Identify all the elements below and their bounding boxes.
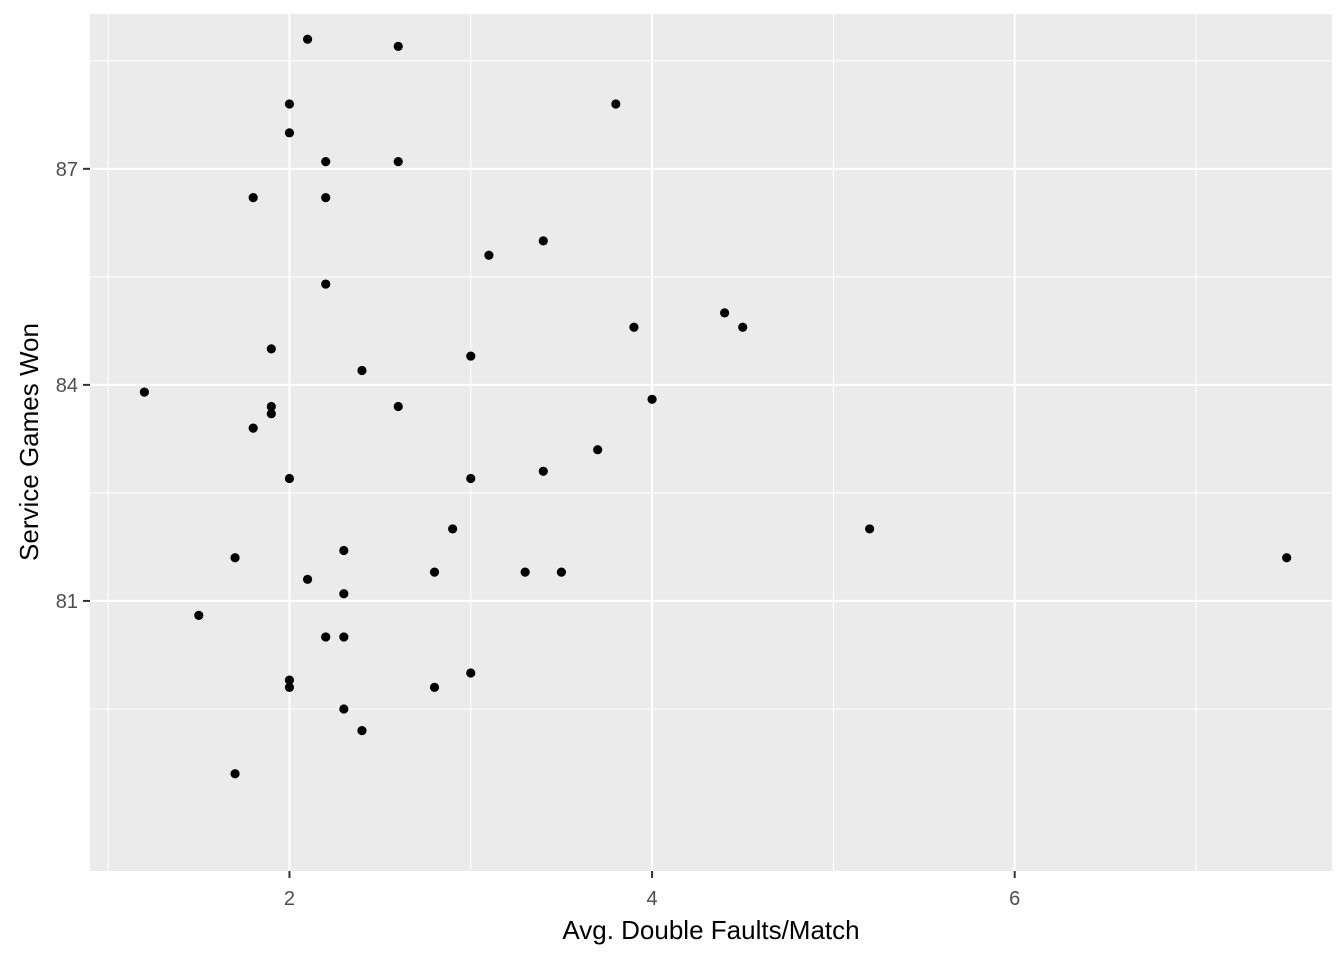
data-point bbox=[339, 632, 349, 642]
data-point bbox=[339, 589, 349, 599]
data-point bbox=[266, 344, 276, 354]
data-point bbox=[357, 725, 367, 736]
data-point bbox=[194, 610, 204, 620]
data-point bbox=[230, 553, 240, 563]
data-point bbox=[230, 769, 240, 779]
data-point bbox=[321, 157, 331, 167]
data-point bbox=[429, 682, 440, 692]
y-tick-label: 84 bbox=[56, 375, 78, 397]
data-point bbox=[139, 387, 149, 397]
data-point bbox=[302, 574, 313, 584]
data-point bbox=[647, 394, 657, 404]
data-point bbox=[393, 157, 403, 167]
data-point bbox=[393, 401, 403, 412]
data-point bbox=[248, 423, 258, 433]
x-tick-label: 2 bbox=[284, 888, 295, 910]
data-point bbox=[284, 473, 295, 484]
data-point bbox=[611, 99, 621, 109]
data-point bbox=[520, 567, 530, 577]
x-tick-label: 4 bbox=[647, 888, 658, 910]
data-point bbox=[339, 545, 349, 556]
data-point bbox=[429, 567, 440, 577]
data-point bbox=[593, 445, 603, 455]
data-point bbox=[339, 704, 349, 714]
data-point bbox=[321, 193, 331, 203]
data-point bbox=[302, 34, 313, 44]
data-point bbox=[738, 322, 748, 332]
data-point bbox=[321, 279, 331, 289]
plot-panel bbox=[90, 14, 1332, 871]
data-point bbox=[484, 250, 494, 260]
data-point bbox=[284, 682, 295, 692]
data-point bbox=[321, 632, 331, 642]
x-axis: 2 4 6 bbox=[284, 871, 1020, 910]
x-axis-title: Avg. Double Faults/Match bbox=[562, 915, 859, 945]
y-tick-label: 81 bbox=[56, 591, 78, 613]
data-points bbox=[139, 34, 1292, 779]
data-point bbox=[448, 524, 458, 534]
x-tick-label: 6 bbox=[1009, 888, 1020, 910]
data-point bbox=[466, 668, 476, 678]
data-point bbox=[556, 567, 567, 577]
grid-lines bbox=[90, 14, 1332, 871]
data-point bbox=[393, 41, 403, 52]
data-point bbox=[629, 322, 639, 332]
data-point bbox=[266, 401, 276, 412]
data-point bbox=[284, 128, 295, 138]
data-point bbox=[357, 365, 367, 376]
data-point bbox=[865, 524, 875, 534]
data-point bbox=[266, 409, 276, 419]
data-point bbox=[248, 193, 258, 203]
data-point bbox=[466, 351, 476, 361]
data-point bbox=[719, 308, 730, 318]
data-point bbox=[284, 99, 295, 109]
data-point bbox=[538, 466, 548, 476]
data-point bbox=[284, 675, 295, 685]
data-point bbox=[1282, 553, 1292, 563]
y-axis: 81 84 87 bbox=[56, 159, 90, 613]
data-point bbox=[538, 236, 548, 246]
y-axis-title: Service Games Won bbox=[14, 323, 44, 561]
y-tick-label: 87 bbox=[56, 159, 78, 181]
data-point bbox=[466, 473, 476, 484]
